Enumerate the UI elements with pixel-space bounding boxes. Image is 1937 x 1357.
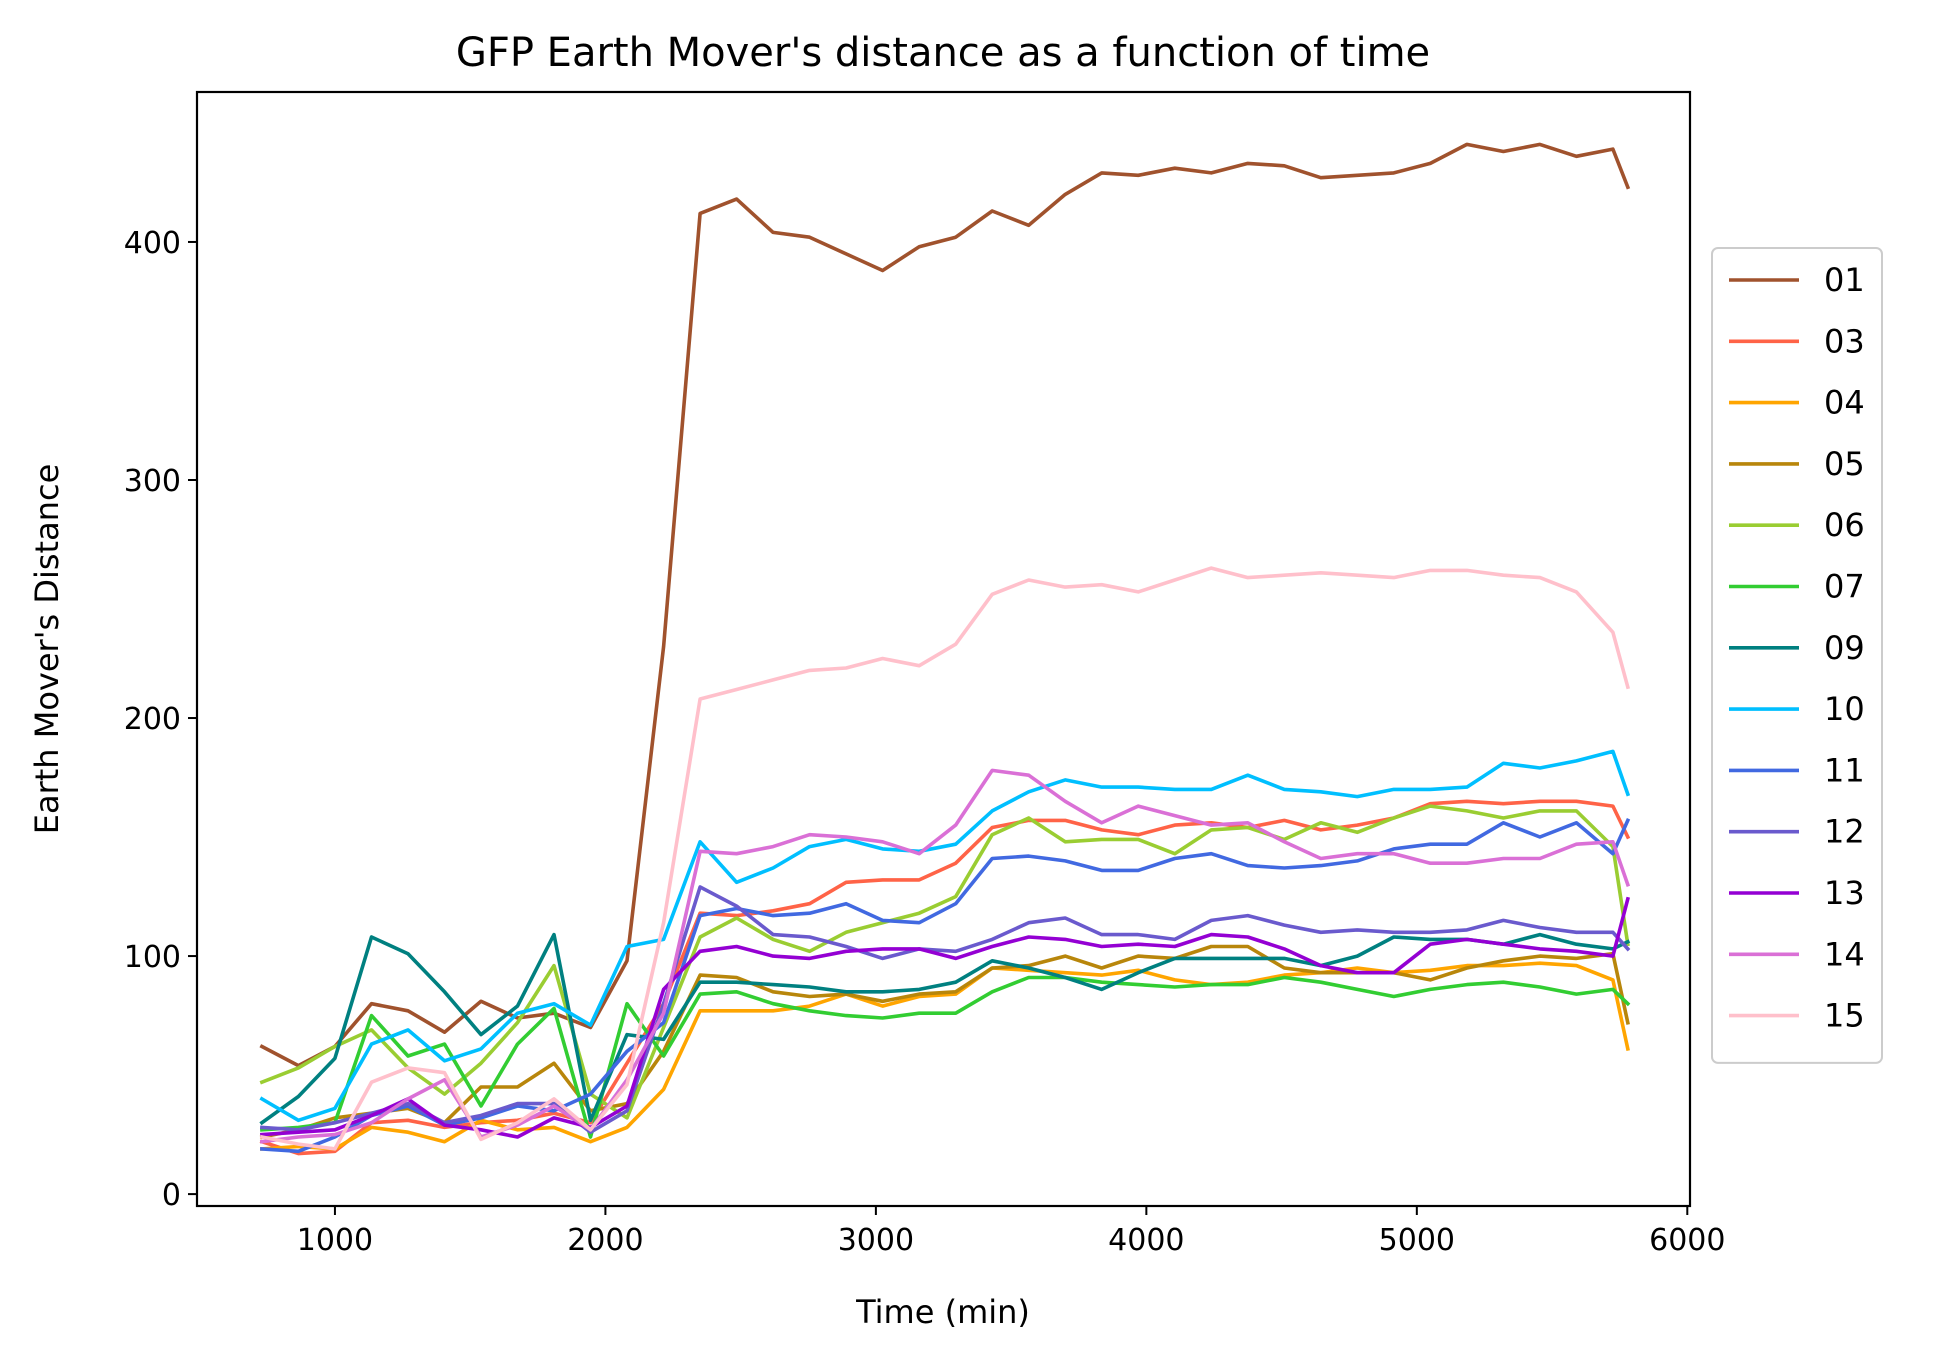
series-line-01 [259, 142, 1631, 1068]
legend-label-03: 03 [1824, 322, 1865, 360]
y-tick-label: 100 [124, 940, 181, 975]
y-axis: 0 100 200 300 400 [124, 226, 197, 1213]
legend-label-05: 05 [1824, 445, 1865, 483]
series-line-06 [259, 804, 1630, 1120]
x-tick-label: 4000 [1108, 1223, 1184, 1258]
legend-label-01: 01 [1824, 261, 1865, 299]
y-tick-label: 200 [124, 702, 181, 737]
x-axis-label: Time (min) [855, 1293, 1030, 1331]
series-line-15 [259, 566, 1631, 1151]
series-line-10 [259, 749, 1631, 1123]
x-tick-label: 5000 [1379, 1223, 1455, 1258]
legend-label-07: 07 [1824, 568, 1865, 606]
legend-label-09: 09 [1824, 629, 1865, 667]
plot-frame [195, 90, 1692, 1208]
series-line-05 [259, 944, 1630, 1140]
legend-label-15: 15 [1824, 997, 1865, 1035]
chart-title: GFP Earth Mover's distance as a function… [456, 30, 1430, 76]
legend-label-11: 11 [1824, 751, 1865, 789]
y-tick-label: 400 [124, 226, 181, 261]
legend-label-10: 10 [1824, 690, 1865, 728]
x-tick-label: 3000 [838, 1223, 914, 1258]
x-axis: 1000 2000 3000 4000 5000 6000 [297, 1206, 1725, 1258]
series-line-04 [259, 961, 1630, 1151]
series-line-11 [259, 818, 1631, 1154]
series-line-09 [259, 932, 1631, 1126]
x-tick-label: 2000 [567, 1223, 643, 1258]
series-line-12 [259, 885, 1631, 1134]
x-tick-label: 6000 [1649, 1223, 1725, 1258]
x-tick-label: 1000 [297, 1223, 373, 1258]
series-line-07 [259, 975, 1631, 1139]
legend-label-14: 14 [1824, 935, 1865, 973]
legend: 01 03 04 05 06 07 09 10 11 12 13 14 15 [1711, 247, 1883, 1064]
y-tick-label: 300 [124, 464, 181, 499]
plot-area [259, 142, 1631, 1156]
y-tick-label: 0 [162, 1178, 181, 1213]
legend-label-12: 12 [1824, 813, 1865, 851]
legend-label-04: 04 [1824, 384, 1865, 422]
legend-label-13: 13 [1824, 874, 1865, 912]
legend-box [1711, 247, 1883, 1064]
y-axis-label: Earth Mover's Distance [28, 464, 66, 835]
legend-label-06: 06 [1824, 506, 1865, 544]
